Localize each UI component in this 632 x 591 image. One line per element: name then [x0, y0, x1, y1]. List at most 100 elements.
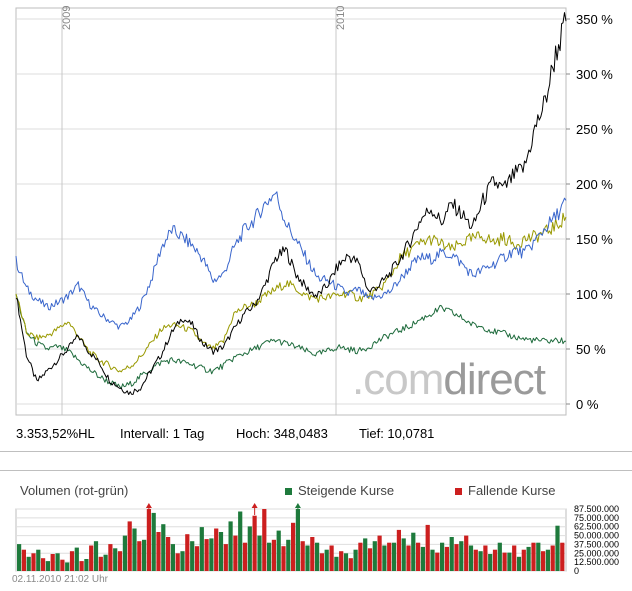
volume-bar-falling [175, 553, 180, 571]
volume-bar-rising [468, 545, 474, 571]
volume-bar-rising [267, 542, 272, 571]
volume-bar-falling [137, 541, 142, 571]
volume-bar-rising [142, 539, 147, 571]
volume-bar-falling [214, 528, 219, 571]
volume-bar-rising [334, 556, 339, 571]
volume-bar-falling [146, 509, 151, 571]
overflow-arrow-head [294, 503, 301, 508]
volume-bar-rising [151, 512, 156, 571]
volume-bar-falling [252, 515, 257, 571]
y-tick-label: 350 % [576, 12, 613, 27]
olive-series-line [15, 212, 567, 373]
legend-falling: Fallende Kurse [455, 483, 555, 498]
volume-bar-falling [531, 542, 536, 571]
volume-bar-rising [459, 541, 464, 571]
volume-bar-falling [541, 551, 546, 571]
blue-series-line [15, 191, 567, 330]
volume-bar-rising [103, 554, 108, 571]
volume-bar-rising [180, 551, 185, 571]
green-series-line [15, 294, 567, 389]
volume-bar-falling [156, 532, 161, 571]
volume-bar-rising [93, 541, 99, 571]
volume-bar-rising [257, 535, 262, 571]
volume-bar-rising [55, 553, 60, 571]
volume-bar-falling [425, 524, 430, 571]
volume-bar-falling [406, 545, 411, 571]
volume-bar-rising [84, 559, 89, 571]
volume-chart: 0 12.500.000 25.000.000 37.500.000 50.000.00… [0, 470, 632, 590]
overflow-arrow-head [145, 503, 152, 508]
volume-bar-falling [281, 546, 286, 571]
volume-bar-rising [276, 530, 281, 571]
volume-bar-rising [65, 562, 70, 571]
legend-falling-label: Fallende Kurse [468, 483, 556, 498]
volume-bar-falling [262, 509, 267, 571]
volume-bar-falling [117, 551, 123, 571]
volume-bar-falling [416, 542, 421, 571]
volume-y-tick-label: 25.000.000 [574, 548, 619, 558]
volume-bar-falling [60, 559, 65, 571]
volume-bar-falling [185, 534, 190, 571]
volume-bar-rising [295, 509, 300, 571]
volume-y-tick-label: 87.500.000 [574, 504, 619, 514]
volume-bar-falling [521, 549, 526, 571]
volume-bar-rising [536, 542, 541, 571]
volume-bar-falling [194, 546, 200, 571]
volume-y-tick-label: 37.500.000 [574, 539, 619, 549]
volume-bar-rising [190, 541, 195, 571]
volume-bar-falling [348, 558, 353, 571]
volume-bar-falling [377, 535, 382, 571]
y-tick-label: 250 % [576, 122, 613, 137]
volume-bar-falling [291, 522, 296, 571]
volume-bar-rising [315, 542, 320, 571]
volume-bar-falling [358, 542, 363, 571]
volume-bar-falling [454, 544, 459, 571]
volume-bar-falling [502, 552, 507, 571]
volume-bar-rising [420, 546, 425, 571]
volume-bar-falling [69, 551, 75, 571]
volume-bar-rising [363, 538, 368, 571]
volume-bar-rising [26, 556, 31, 571]
volume-bar-falling [319, 553, 324, 571]
volume-bar-falling [108, 544, 113, 571]
volume-bar-rising [497, 542, 502, 571]
volume-y-tick-label: 12.500.000 [574, 557, 619, 567]
volume-bar-falling [483, 545, 488, 571]
volume-bar-rising [526, 546, 531, 571]
volume-bar-rising [440, 542, 445, 571]
volume-bar-falling [396, 529, 401, 571]
volume-bar-falling [50, 554, 55, 571]
volume-bar-rising [401, 538, 406, 571]
volume-bar-rising [449, 537, 454, 571]
y-tick-label: 50 % [576, 342, 606, 357]
volume-bar-rising [209, 538, 214, 571]
volume-bar-rising [132, 528, 137, 571]
volume-y-tick-label: 0 [574, 566, 579, 576]
volume-bar-rising [247, 526, 252, 571]
legend-rising-label: Steigende Kurse [298, 483, 395, 498]
volume-bar-rising [228, 521, 233, 571]
volume-bar-falling [242, 542, 248, 571]
black-series-line [15, 12, 567, 395]
y-tick-label: 300 % [576, 67, 613, 82]
timestamp: 02.11.2010 21:02 Uhr [12, 574, 109, 585]
y-tick-label: 100 % [576, 287, 613, 302]
volume-bar-rising [382, 545, 387, 571]
volume-bar-falling [21, 549, 26, 571]
stat-low: Tief: 10,0781 [359, 426, 435, 441]
x-tick-label: 2009 [61, 6, 73, 30]
volume-title: Volumen (rot-grün) [20, 483, 129, 498]
volume-chart-svg: 012.500.00025.000.00037.500.00050.000.00… [15, 503, 619, 576]
volume-bar-rising [122, 535, 127, 571]
volume-bar-rising [488, 554, 493, 571]
volume-bar-rising [507, 552, 512, 571]
volume-bar-falling [339, 551, 344, 571]
volume-bar-falling [31, 553, 36, 571]
volume-bar-rising [36, 549, 41, 571]
volume-bar-falling [41, 558, 46, 571]
volume-bar-rising [170, 544, 175, 571]
volume-bar-falling [233, 535, 238, 571]
volume-bar-falling [387, 542, 392, 571]
volume-bar-rising [238, 511, 243, 571]
volume-bar-falling [271, 539, 276, 571]
